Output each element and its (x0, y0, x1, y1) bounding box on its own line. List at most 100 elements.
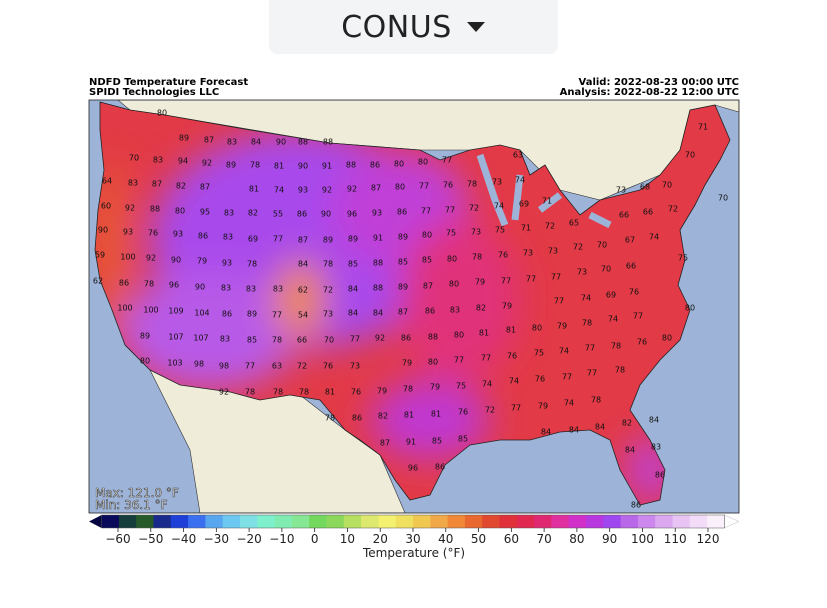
colorbar-tick-label: 10 (340, 532, 355, 546)
colorbar-bin (603, 515, 621, 528)
station-temp: 80 (428, 358, 438, 367)
station-temp: 55 (273, 210, 283, 219)
station-temp: 87 (152, 180, 162, 189)
colorbar-bin (499, 515, 518, 528)
station-temp: 89 (398, 283, 408, 292)
colorbar-bin (170, 515, 189, 528)
map-title: NDFD Temperature Forecast (89, 77, 248, 88)
colorbar-bin (707, 515, 725, 528)
colorbar-label: Temperature (°F) (362, 546, 465, 560)
colorbar-tick-label: −10 (269, 532, 294, 546)
colorbar-bin (136, 515, 154, 528)
colorbar-tick-label: 80 (569, 532, 584, 546)
station-temp: 78 (611, 342, 621, 351)
station-temp: 88 (428, 333, 438, 342)
colorbar-bin (516, 515, 535, 528)
station-temp: 93 (123, 228, 133, 237)
colorbar-tick-label: 100 (631, 532, 654, 546)
station-temp: 92 (347, 185, 357, 194)
station-temp: 73 (523, 249, 533, 258)
station-temp: 79 (557, 322, 567, 331)
station-temp: 77 (554, 297, 564, 306)
station-temp: 96 (169, 281, 179, 290)
station-temp: 82 (476, 304, 486, 313)
station-temp: 83 (246, 285, 256, 294)
station-temp: 81 (274, 162, 284, 171)
station-temp: 77 (633, 312, 643, 321)
station-temp: 90 (195, 283, 205, 292)
station-temp: 70 (718, 194, 728, 203)
station-temp: 90 (321, 210, 331, 219)
colorbar-bin (395, 515, 414, 528)
station-temp: 87 (200, 183, 210, 192)
station-temp: 74 (649, 233, 659, 242)
station-temp: 80 (157, 109, 167, 118)
colorbar-bin (153, 515, 172, 528)
station-temp: 100 (143, 306, 158, 315)
station-temp: 73 (471, 228, 481, 237)
colorbar-bin (101, 515, 120, 528)
mexico (149, 369, 406, 513)
colorbar-tick-label: 110 (664, 532, 687, 546)
station-temp: 77 (273, 235, 283, 244)
max-value: Max: 121.0 °F (95, 486, 179, 500)
station-temp: 80 (175, 207, 185, 216)
colorbar-tick-label: −50 (138, 532, 163, 546)
station-temp: 77 (421, 207, 431, 216)
station-temp: 89 (323, 236, 333, 245)
station-temp: 74 (494, 202, 504, 211)
station-temp: 90 (171, 256, 181, 265)
station-temp: 84 (348, 309, 358, 318)
colorbar-bin (413, 515, 431, 528)
colorbar-extend-high (724, 514, 740, 529)
station-temp: 79 (538, 402, 548, 411)
colorbar-bin (326, 515, 345, 528)
station-temp: 89 (348, 235, 358, 244)
station-temp: 77 (526, 275, 536, 284)
station-temp: 86 (297, 210, 307, 219)
station-temp: 76 (351, 388, 361, 397)
station-temp: 86 (655, 471, 665, 480)
station-temp: 84 (373, 309, 383, 318)
station-temp: 77 (551, 273, 561, 282)
station-temp: 76 (507, 352, 517, 361)
station-temp: 87 (204, 136, 214, 145)
station-temp: 93 (222, 259, 232, 268)
station-temp: 87 (398, 308, 408, 317)
station-temp: 66 (626, 262, 636, 271)
station-temp: 77 (445, 206, 455, 215)
station-temp: 77 (350, 335, 360, 344)
station-temp: 93 (173, 230, 183, 239)
station-temp: 92 (375, 334, 385, 343)
min-value: Min: 36.1 °F (95, 498, 168, 512)
station-temp: 96 (347, 210, 357, 219)
station-temp: 77 (245, 362, 255, 371)
station-temp: 75 (678, 254, 688, 263)
station-temp: 72 (573, 243, 583, 252)
station-temp: 78 (467, 180, 477, 189)
station-temp: 89 (179, 134, 189, 143)
station-temp: 80 (449, 280, 459, 289)
station-temp: 77 (587, 369, 597, 378)
station-temp: 84 (541, 428, 551, 437)
colorbar-tick-label: −30 (204, 532, 229, 546)
colorbar-tick-label: 90 (602, 532, 617, 546)
station-temp: 103 (167, 359, 182, 368)
station-temp: 80 (532, 324, 542, 333)
station-temp: 91 (373, 234, 383, 243)
colorbar-bin (378, 515, 397, 528)
colorbar-bin (188, 515, 206, 528)
station-temp: 88 (298, 138, 308, 147)
station-temp: 54 (298, 311, 308, 320)
station-temp: 62 (93, 277, 103, 286)
station-temp: 71 (698, 123, 708, 132)
station-temp: 85 (398, 258, 408, 267)
region-dropdown[interactable]: CONUS (269, 0, 558, 54)
station-temp: 75 (534, 349, 544, 358)
station-temp: 94 (178, 157, 188, 166)
colorbar-bin (118, 515, 137, 528)
great-lakes (476, 153, 612, 229)
colorbar-tick-label: −20 (236, 532, 261, 546)
station-temp: 76 (148, 229, 158, 238)
